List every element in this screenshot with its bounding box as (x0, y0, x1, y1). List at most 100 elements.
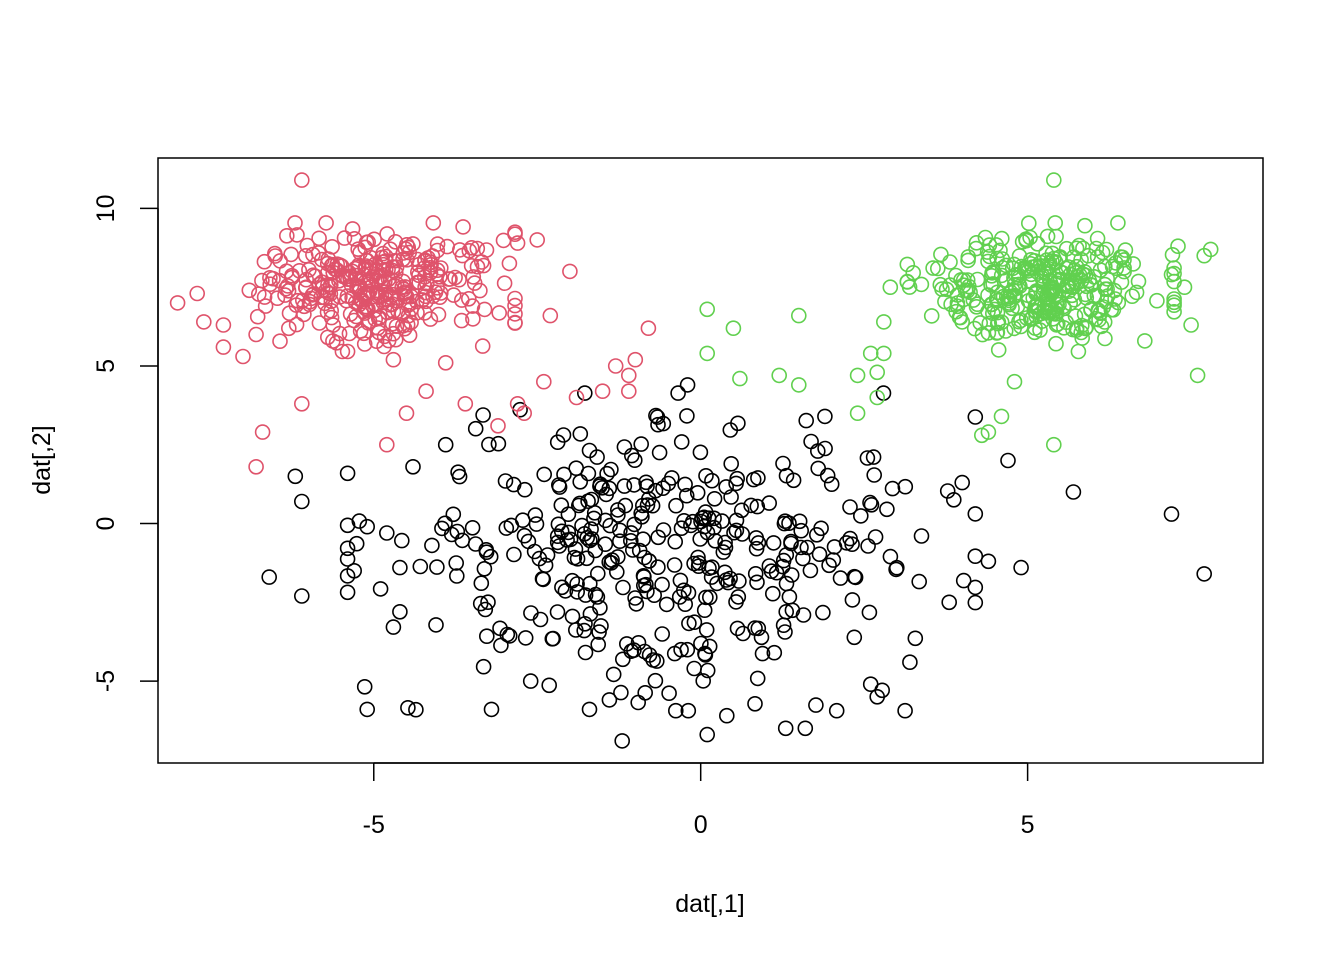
data-point-cluster-3 (730, 415, 746, 432)
data-point-cluster-1 (562, 263, 578, 280)
data-point-cluster-3 (602, 517, 618, 534)
data-point-cluster-3 (667, 702, 684, 719)
data-point-cluster-2 (1164, 247, 1181, 263)
data-point-cluster-1 (311, 230, 327, 247)
data-point-cluster-3 (549, 528, 566, 545)
data-point-cluster-2 (1036, 298, 1053, 315)
data-point-cluster-3 (553, 523, 570, 540)
data-point-cluster-1 (400, 297, 416, 314)
data-point-cluster-3 (819, 467, 836, 484)
data-point-cluster-3 (718, 707, 735, 724)
x-axis-label: dat[,1] (675, 890, 745, 918)
data-point-cluster-2 (951, 309, 968, 326)
data-point-cluster-3 (490, 435, 507, 452)
data-points (169, 172, 1219, 749)
data-point-cluster-3 (522, 673, 539, 689)
data-point-cluster-3 (722, 570, 738, 587)
data-point-cluster-3 (582, 532, 598, 549)
data-point-cluster-3 (467, 536, 484, 552)
data-point-cluster-1 (465, 311, 481, 327)
data-point-cluster-1 (269, 290, 286, 307)
data-point-cluster-3 (633, 436, 650, 452)
data-point-cluster-3 (539, 547, 556, 563)
data-point-cluster-3 (564, 608, 581, 625)
data-point-cluster-2 (1060, 259, 1077, 275)
data-point-cluster-3 (601, 554, 618, 570)
data-point-cluster-3 (611, 533, 628, 550)
data-point-cluster-1 (405, 236, 421, 252)
data-point-cluster-3 (623, 643, 640, 660)
data-point-cluster-1 (422, 311, 439, 327)
data-point-cluster-1 (341, 325, 358, 342)
data-point-cluster-1 (189, 285, 205, 302)
data-point-cluster-1 (516, 405, 533, 422)
data-point-cluster-3 (478, 628, 495, 645)
data-point-cluster-2 (1010, 276, 1027, 293)
data-point-cluster-3 (655, 522, 672, 538)
data-point-cluster-3 (581, 575, 598, 592)
data-point-cluster-2 (1022, 229, 1038, 246)
data-point-cluster-1 (445, 287, 462, 303)
data-point-cluster-2 (1117, 242, 1134, 258)
data-point-cluster-2 (966, 320, 983, 337)
data-point-cluster-2 (994, 259, 1011, 276)
data-point-cluster-3 (775, 617, 792, 634)
data-point-cluster-3 (666, 557, 683, 573)
data-point-cluster-3 (1000, 452, 1016, 469)
data-point-cluster-3 (339, 540, 356, 557)
data-point-cluster-3 (339, 584, 356, 601)
data-point-cluster-3 (576, 385, 593, 401)
data-point-cluster-2 (1006, 373, 1023, 390)
data-point-cluster-1 (476, 301, 493, 318)
data-point-cluster-3 (586, 510, 602, 527)
data-point-cluster-2 (929, 260, 946, 277)
data-point-cluster-3 (677, 596, 694, 613)
data-point-cluster-1 (370, 320, 386, 336)
data-point-cluster-1 (469, 240, 486, 257)
data-point-cluster-1 (399, 251, 415, 268)
data-point-cluster-3 (809, 443, 826, 459)
data-point-cluster-1 (169, 295, 186, 311)
data-point-cluster-3 (709, 575, 725, 592)
data-point-cluster-1 (403, 288, 420, 305)
data-point-cluster-1 (361, 283, 378, 300)
data-point-cluster-2 (869, 389, 886, 406)
data-point-cluster-1 (627, 351, 644, 368)
data-point-cluster-3 (626, 452, 643, 469)
data-point-cluster-1 (339, 343, 356, 360)
data-point-cluster-3 (544, 630, 561, 647)
data-point-cluster-3 (852, 508, 869, 524)
data-point-cluster-3 (749, 574, 765, 591)
data-point-cluster-3 (902, 654, 918, 671)
data-point-cluster-2 (938, 281, 955, 298)
data-point-cluster-2 (1013, 318, 1029, 335)
data-point-cluster-3 (448, 555, 465, 571)
data-point-cluster-3 (633, 505, 650, 522)
data-point-cluster-1 (323, 293, 340, 310)
data-point-cluster-1 (386, 277, 403, 294)
data-point-cluster-1 (358, 298, 374, 315)
data-point-cluster-1 (400, 239, 417, 256)
data-point-cluster-3 (784, 602, 801, 619)
data-point-cluster-1 (215, 339, 232, 355)
data-point-cluster-3 (842, 499, 858, 515)
data-point-cluster-2 (869, 364, 886, 381)
data-point-cluster-2 (1099, 270, 1115, 287)
data-point-cluster-3 (550, 516, 567, 533)
x-axis: -5 0 5 (363, 762, 1035, 839)
data-point-cluster-1 (370, 310, 387, 327)
data-point-cluster-2 (1108, 260, 1124, 277)
data-point-cluster-3 (718, 479, 735, 495)
data-point-cluster-2 (1137, 333, 1153, 349)
data-point-cluster-2 (1046, 436, 1062, 453)
data-point-cluster-3 (477, 601, 494, 618)
data-point-cluster-2 (1108, 255, 1124, 271)
data-point-cluster-3 (677, 476, 693, 493)
data-point-cluster-3 (775, 552, 792, 569)
data-point-cluster-3 (445, 506, 462, 523)
data-point-cluster-1 (288, 316, 305, 333)
data-point-cluster-1 (254, 424, 271, 440)
data-point-cluster-1 (291, 262, 308, 279)
